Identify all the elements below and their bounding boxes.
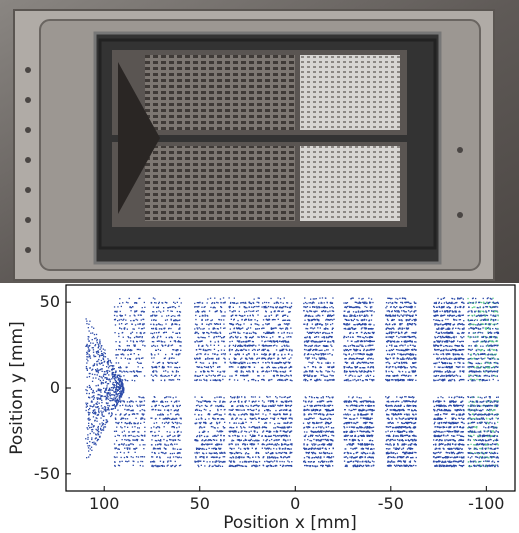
y-axis-title: Position y [mm]: [7, 321, 27, 454]
x-tick-label: -100: [468, 494, 504, 513]
axis-ticks: 100 50 0 -50 -100 50 0 -50: [34, 292, 505, 513]
x-axis-title: Position x [mm]: [223, 513, 356, 533]
x-tick-label: 50: [190, 494, 210, 513]
x-tick-label: 0: [290, 494, 300, 513]
hit-points: [85, 297, 500, 468]
x-tick-label: -50: [378, 494, 404, 513]
y-tick-label: 50: [40, 292, 60, 311]
detector-photo: [0, 0, 519, 283]
y-tick-label: 0: [50, 378, 60, 397]
y-tick-label: -50: [34, 464, 60, 483]
hit-map-plot: 100 50 0 -50 -100 50 0 -50 Position x [mm] Posi…: [7, 284, 516, 533]
x-tick-label: 100: [89, 494, 120, 513]
